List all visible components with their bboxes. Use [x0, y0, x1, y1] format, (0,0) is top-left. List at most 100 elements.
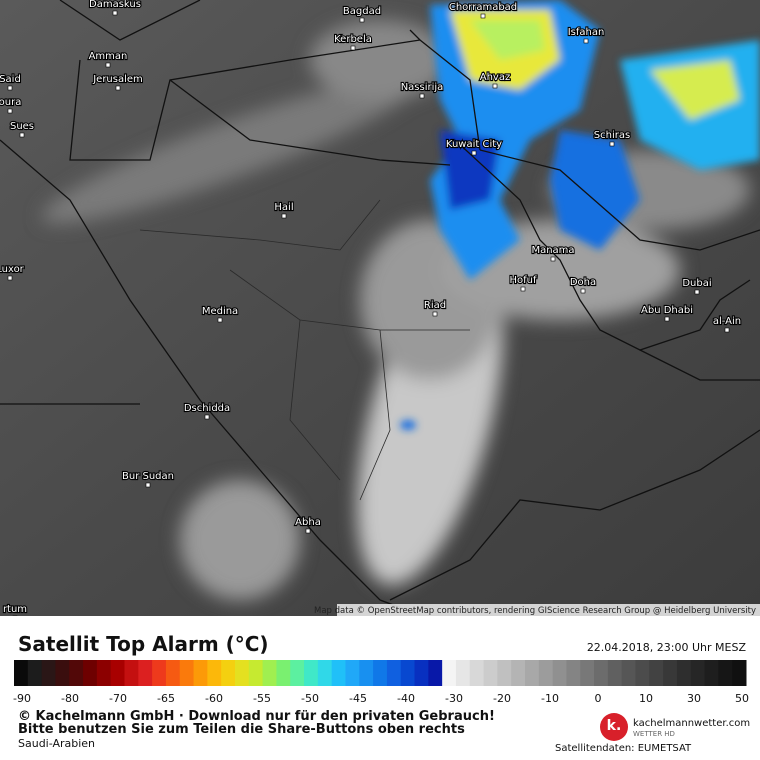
city-dot [359, 17, 365, 23]
colorbar-tick-label: 10 [639, 692, 653, 705]
colorbar-swatch [179, 660, 195, 686]
city-dot [520, 286, 526, 292]
city-label: Luxor [0, 264, 25, 275]
colorbar-swatch [483, 660, 498, 686]
city-dot [550, 256, 556, 262]
colorbar-swatch [221, 660, 236, 686]
city-label: Kuwait City [446, 139, 502, 150]
colorbar-swatch [594, 660, 609, 686]
colorbar-swatch [373, 660, 388, 686]
colorbar-swatch [290, 660, 305, 686]
colorbar-swatch [207, 660, 222, 686]
city-label: Said [0, 74, 21, 85]
city-dot [7, 275, 13, 281]
colorbar-swatch [331, 660, 346, 686]
colorbar: -90 -80 -70 -65 -60 -55 -50 -45 -40 -30 -20 -10 0 10 3… [13, 660, 749, 705]
colorbar-swatch [152, 660, 167, 686]
colorbar-swatch [525, 660, 540, 686]
city-dot [145, 482, 151, 488]
city-label: Bur Sudan [122, 471, 174, 482]
colorbar-tick-label: 0 [595, 692, 602, 705]
city-label: Medina [202, 306, 238, 317]
borders [0, 0, 760, 616]
colorbar-swatch [635, 660, 650, 686]
city-label: rtum [3, 604, 27, 615]
city-label: al-Ain [713, 316, 741, 327]
city-label: Hofuf [509, 275, 536, 286]
city-dot [350, 45, 356, 51]
colorbar-swatch [455, 660, 471, 686]
city-dot [583, 38, 589, 44]
colorbar-swatch [718, 660, 733, 686]
city-label: Nassirija [401, 82, 444, 93]
city-dot [492, 83, 498, 89]
city-label: Manama [531, 245, 574, 256]
city-dot [19, 132, 25, 138]
colorbar-swatch [83, 660, 98, 686]
share-note: Bitte benutzen Sie zum Teilen die Share-… [18, 722, 465, 737]
colorbar-tick-label: -50 [301, 692, 319, 705]
city-dot [609, 141, 615, 147]
colorbar-swatch [124, 660, 139, 686]
city-dot [7, 85, 13, 91]
colorbar-swatch [497, 660, 512, 686]
city-dot [7, 108, 13, 114]
city-dot [281, 213, 287, 219]
city-label: Jerusalem [92, 74, 143, 85]
colorbar-swatch [27, 660, 43, 686]
colorbar-swatch [345, 660, 360, 686]
city-dot [419, 93, 425, 99]
colorbar-tick-label: 30 [687, 692, 701, 705]
colorbar-swatch [14, 660, 29, 686]
city-dot [664, 316, 670, 322]
city-dot [480, 13, 486, 19]
colorbar-swatch [552, 660, 567, 686]
legend-title: Satellit Top Alarm (°C) [18, 632, 269, 656]
city-label: Isfahan [568, 27, 605, 38]
city-label: Amman [89, 51, 128, 62]
colorbar-swatch [607, 660, 623, 686]
city-dot [105, 62, 111, 68]
attribution: Map data © OpenStreetMap contributors, r… [314, 606, 756, 616]
copyright: © Kachelmann GmbH · Download nur für den… [18, 709, 495, 724]
colorbar-swatch [676, 660, 692, 686]
colorbar-swatch [400, 660, 416, 686]
regions [139, 199, 470, 501]
colorbar-swatch [96, 660, 112, 686]
city-label: Kerbela [334, 34, 372, 45]
city-dot [724, 327, 730, 333]
colorbar-swatch [359, 660, 374, 686]
city-label: Damaskus [89, 0, 141, 10]
colorbar-swatch [538, 660, 554, 686]
colorbar-swatch [442, 660, 457, 686]
colorbar-swatch [566, 660, 581, 686]
colorbar-swatch [732, 660, 747, 686]
colorbar-swatch [621, 660, 637, 686]
colorbar-swatch [276, 660, 291, 686]
colorbar-tick-label: -70 [109, 692, 127, 705]
colorbar-swatch [69, 660, 84, 686]
city-label: Dschidda [184, 403, 230, 414]
colorbar-swatch [248, 660, 264, 686]
city-labels: Damaskus Bagdad Chorramabad Kerbela Isfahan A… [0, 0, 742, 616]
city-dot [432, 311, 438, 317]
city-label: Ahvaz [480, 72, 510, 83]
colorbar-swatch [469, 660, 485, 686]
colorbar-swatch [690, 660, 706, 686]
colorbar-swatch [414, 660, 429, 686]
city-label: Abu Dhabi [641, 305, 693, 316]
colorbar-swatch [234, 660, 250, 686]
city-label: oura [0, 97, 21, 108]
satellite-map: Damaskus Bagdad Chorramabad Kerbela Isfahan A… [0, 0, 760, 616]
colorbar-swatch [110, 660, 125, 686]
colorbar-swatch [428, 660, 443, 686]
city-label: Chorramabad [449, 2, 517, 13]
colorbar-tick-label: -60 [205, 692, 223, 705]
city-dot [112, 10, 118, 16]
colorbar-swatch [649, 660, 664, 686]
colorbar-swatch [41, 660, 56, 686]
colorbar-tick-label: -40 [397, 692, 415, 705]
city-dot [305, 528, 311, 534]
colorbar-swatch [580, 660, 595, 686]
city-label: Schiras [594, 130, 630, 141]
